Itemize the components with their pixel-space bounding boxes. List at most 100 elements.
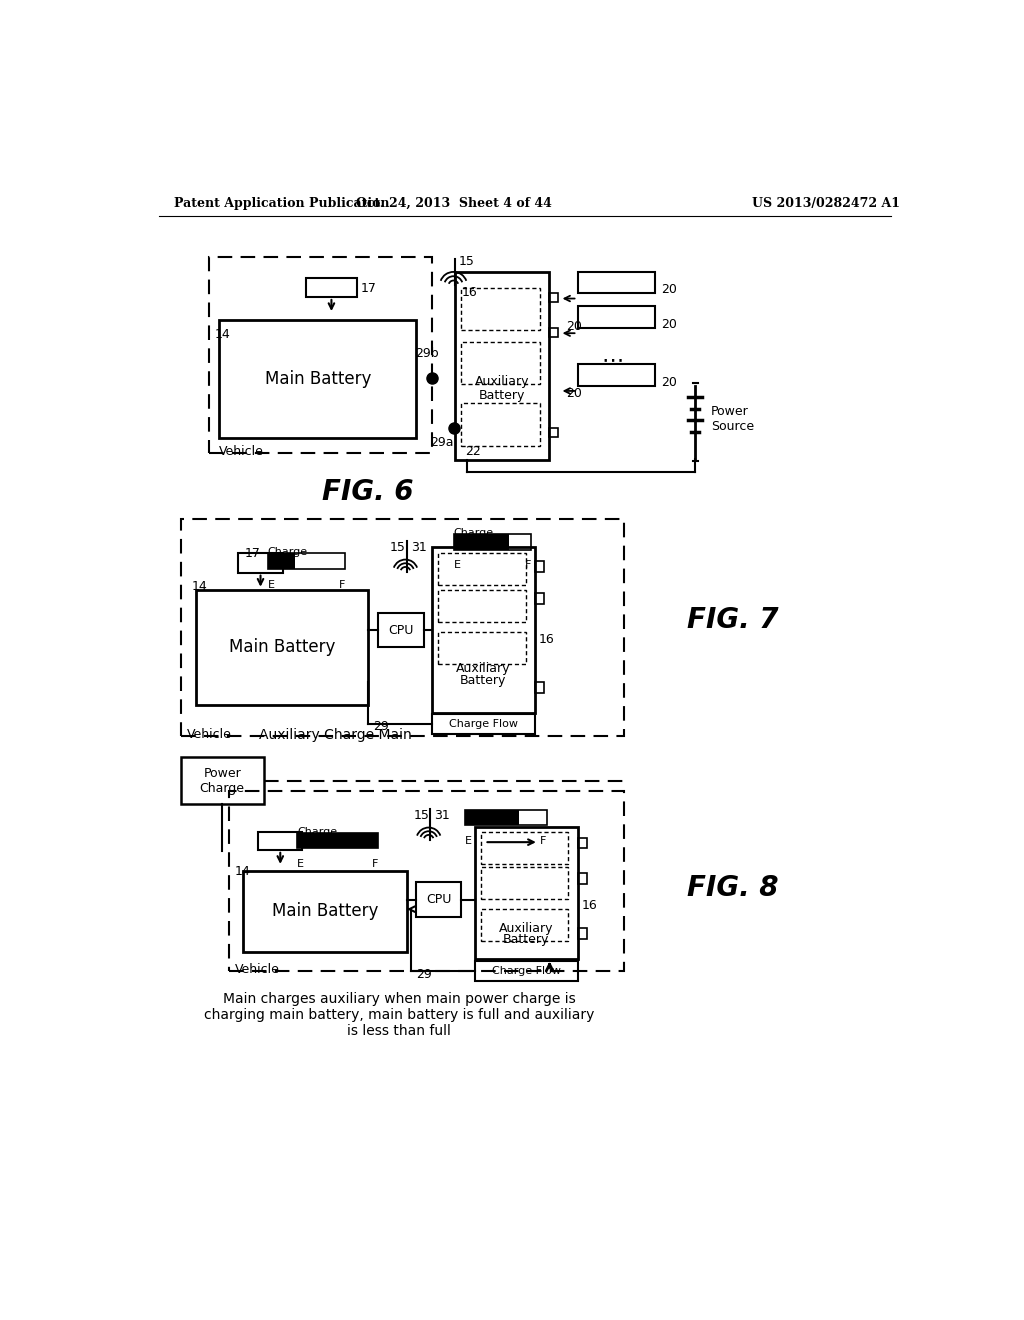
Bar <box>267 553 295 569</box>
Text: FIG. 7: FIG. 7 <box>687 606 778 635</box>
Bar <box>209 257 432 453</box>
Bar <box>378 612 424 647</box>
Text: Main Battery: Main Battery <box>229 639 336 656</box>
Text: Battery: Battery <box>460 675 507 686</box>
Bar <box>535 594 544 605</box>
Text: Power
Source: Power Source <box>711 405 754 433</box>
Text: 22: 22 <box>465 445 481 458</box>
Text: FIG. 6: FIG. 6 <box>323 478 414 506</box>
Bar <box>578 306 655 327</box>
Bar <box>578 364 655 385</box>
Text: 14: 14 <box>215 327 230 341</box>
Bar <box>454 535 509 549</box>
Text: US 2013/0282472 A1: US 2013/0282472 A1 <box>752 197 899 210</box>
Bar <box>465 810 519 825</box>
Bar <box>578 838 587 849</box>
Text: E: E <box>267 579 274 590</box>
Text: Main Battery: Main Battery <box>264 370 371 388</box>
Bar <box>432 548 535 713</box>
Text: Auxiliary: Auxiliary <box>475 375 529 388</box>
Text: F: F <box>524 561 531 570</box>
Text: Charge: Charge <box>267 548 307 557</box>
Bar <box>481 832 568 865</box>
Text: 20: 20 <box>566 319 582 333</box>
Bar <box>475 826 578 960</box>
Bar <box>578 873 587 884</box>
Bar <box>297 833 378 849</box>
Bar <box>297 833 378 849</box>
Text: Battery: Battery <box>503 933 550 946</box>
Text: 31: 31 <box>434 809 450 822</box>
Bar <box>243 871 407 952</box>
Text: FIG. 8: FIG. 8 <box>687 874 778 903</box>
Text: 31: 31 <box>411 541 427 554</box>
Bar <box>180 758 263 804</box>
Bar <box>465 810 547 825</box>
Bar <box>461 342 540 384</box>
Text: 29: 29 <box>417 969 432 982</box>
Text: Main Battery: Main Battery <box>271 902 378 920</box>
Text: 20: 20 <box>662 284 677 296</box>
Bar <box>438 553 525 585</box>
Bar <box>238 553 283 573</box>
Text: 17: 17 <box>360 281 377 294</box>
Text: E: E <box>454 561 461 570</box>
Bar <box>461 404 540 446</box>
Text: F: F <box>540 836 547 846</box>
Bar <box>549 327 558 337</box>
Text: Charge: Charge <box>297 826 337 837</box>
Text: Auxiliary Charge Main: Auxiliary Charge Main <box>259 729 412 742</box>
Bar <box>438 632 525 664</box>
Bar <box>432 714 535 734</box>
Text: Charge Flow: Charge Flow <box>449 719 518 730</box>
Text: 20: 20 <box>566 387 582 400</box>
Text: 14: 14 <box>191 581 207 594</box>
Text: Battery: Battery <box>479 389 525 403</box>
Text: 16: 16 <box>461 286 477 300</box>
Text: Auxiliary: Auxiliary <box>499 921 554 935</box>
Bar <box>417 882 461 917</box>
Text: 15: 15 <box>390 541 406 554</box>
Bar <box>475 961 578 981</box>
Text: Vehicle: Vehicle <box>219 445 263 458</box>
Bar <box>455 272 549 461</box>
Text: 15: 15 <box>414 809 429 822</box>
Text: E: E <box>465 836 472 846</box>
Text: E: E <box>297 859 304 869</box>
Text: 29b: 29b <box>415 347 438 360</box>
Text: F: F <box>372 859 378 869</box>
Bar <box>578 272 655 293</box>
Text: ⋯: ⋯ <box>601 350 624 370</box>
Bar <box>219 321 417 438</box>
Text: Oct. 24, 2013  Sheet 4 of 44: Oct. 24, 2013 Sheet 4 of 44 <box>355 197 552 210</box>
Text: 29a: 29a <box>430 436 454 449</box>
Bar <box>258 832 302 850</box>
Text: 15: 15 <box>459 255 475 268</box>
Bar <box>481 867 568 899</box>
Bar <box>549 293 558 302</box>
Bar <box>549 428 558 437</box>
Text: 16: 16 <box>582 899 597 912</box>
Bar <box>197 590 369 705</box>
Bar <box>180 519 624 737</box>
Text: Auxiliary: Auxiliary <box>456 663 511 676</box>
Text: Vehicle: Vehicle <box>234 964 280 975</box>
Bar <box>454 535 531 549</box>
Bar <box>535 561 544 572</box>
Text: 29: 29 <box>373 721 389 734</box>
Bar <box>438 590 525 622</box>
Text: Main charges auxiliary when main power charge is
charging main battery, main bat: Main charges auxiliary when main power c… <box>204 991 595 1038</box>
Bar <box>306 277 356 297</box>
Bar <box>578 928 587 940</box>
Text: Patent Application Publication: Patent Application Publication <box>174 197 390 210</box>
Text: 16: 16 <box>539 634 555 647</box>
Text: 17: 17 <box>245 548 260 560</box>
Bar <box>228 792 624 970</box>
Text: Power
Charge: Power Charge <box>200 767 245 795</box>
Text: Charge Flow: Charge Flow <box>492 966 561 975</box>
Text: 20: 20 <box>662 318 677 331</box>
Bar <box>267 553 345 569</box>
Text: 14: 14 <box>234 866 251 878</box>
Text: F: F <box>339 579 345 590</box>
Bar <box>461 288 540 330</box>
